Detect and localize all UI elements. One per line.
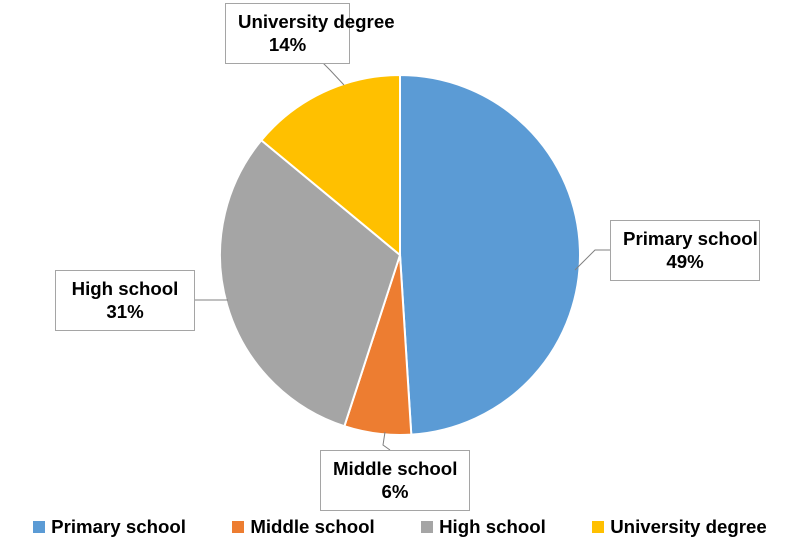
legend-swatch — [33, 521, 45, 533]
pie-slice — [400, 75, 580, 435]
legend-item-university-degree: University degree — [592, 516, 767, 538]
legend-swatch — [232, 521, 244, 533]
legend-item-primary-school: Primary school — [33, 516, 186, 538]
callout-label: University degree — [238, 10, 337, 33]
callout-percent: 31% — [68, 300, 182, 323]
legend-item-middle-school: Middle school — [232, 516, 374, 538]
callout-percent: 6% — [333, 480, 457, 503]
legend-label: High school — [439, 516, 546, 538]
legend: Primary school Middle school High school… — [0, 516, 800, 538]
legend-item-high-school: High school — [421, 516, 546, 538]
legend-swatch — [592, 521, 604, 533]
callout-high-school: High school 31% — [55, 270, 195, 331]
callout-university-degree: University degree 14% — [225, 3, 350, 64]
legend-label: Middle school — [250, 516, 374, 538]
legend-label: University degree — [610, 516, 767, 538]
legend-swatch — [421, 521, 433, 533]
callout-label: High school — [68, 277, 182, 300]
callout-primary-school: Primary school 49% — [610, 220, 760, 281]
callout-percent: 49% — [623, 250, 747, 273]
callout-percent: 14% — [238, 33, 337, 56]
callout-label: Primary school — [623, 227, 747, 250]
pie-chart-area: Primary school 49% Middle school 6% High… — [0, 0, 800, 550]
callout-middle-school: Middle school 6% — [320, 450, 470, 511]
callout-label: Middle school — [333, 457, 457, 480]
legend-label: Primary school — [51, 516, 186, 538]
